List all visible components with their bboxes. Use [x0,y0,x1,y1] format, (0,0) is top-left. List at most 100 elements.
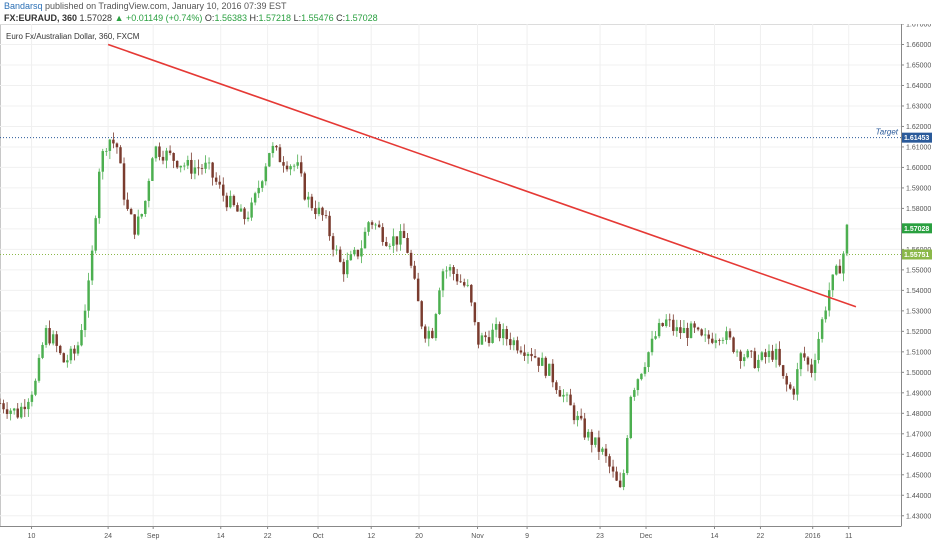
candle-body [328,215,331,237]
time-tick-label: Nov [471,533,484,540]
price-tick-label: 1.55000 [906,267,931,274]
candle-body [448,267,452,271]
candle-body [509,339,512,346]
candle-body [402,231,406,238]
candle-body [473,302,477,323]
time-tick-label: 14 [217,533,225,540]
time-tick-label: Sep [147,533,160,540]
candle-body [204,162,207,169]
candle-body [792,388,796,395]
price-tick-label: 1.53000 [906,308,931,315]
candle-body [824,310,827,320]
time-tick-label: 12 [367,533,375,540]
candle-body [23,406,27,410]
candle-body [395,236,399,245]
publisher-bar: Bandarsq published on TradingView.com, J… [0,0,932,12]
candle-body [778,348,781,366]
candle-body [317,207,321,215]
time-tick-label: 9 [525,533,529,540]
time-tick-label: 10 [28,533,36,540]
candle-body [668,319,671,321]
candle-body [197,167,200,169]
candle-body [299,162,303,174]
candle-body [664,319,668,327]
candle-body [338,249,342,262]
candle-body [356,249,360,257]
candle-body [714,340,718,343]
candle-body [622,473,625,488]
candle-body [239,208,243,212]
candle-body [9,410,12,414]
candle-body [523,352,526,356]
candle-body [725,331,728,340]
candle-body [76,345,80,354]
candle-body [753,351,757,368]
price-tick-label: 1.44000 [906,493,931,500]
author-link[interactable]: Bandarsq [4,1,43,11]
candle-body [413,265,416,279]
candle-body [480,335,484,345]
candle-body [374,224,377,226]
candle-body [647,352,650,368]
candle-body [519,350,523,353]
time-axis[interactable]: 10 24 Sep 14 22 Oct 12 20 Nov 9 23 Dec 14 22 2016 11 [0,526,901,540]
candle-body [640,373,643,380]
candle-body [604,448,608,457]
candle-body [253,193,257,203]
candle-body [119,147,122,164]
candle-body [324,215,328,216]
price-tick-label: 1.65000 [906,62,931,69]
candle-body [44,328,48,345]
candle-body [516,340,519,351]
candle-body [477,322,480,345]
time-tick-label: Dec [640,533,653,540]
price-chart[interactable]: Euro Fx/Australian Dollar, 360, FXCM Tar… [0,24,932,550]
candle-body [565,394,569,396]
trend-line-group[interactable] [107,43,857,308]
price-tick-label: 1.43000 [906,513,931,520]
candle-body [193,167,197,174]
price-tick-label: 1.61000 [906,144,931,151]
candle-body [767,350,771,358]
candle-body [654,336,657,339]
price-tag-label: 1.55751 [904,252,929,259]
price-tick-label: 1.49000 [906,390,931,397]
candle-body [420,301,423,327]
candle-body [370,222,374,225]
candle-body [587,431,590,438]
candle-body [236,205,239,212]
candle-body [289,166,292,170]
candle-body [48,328,51,344]
candle-body [633,390,636,397]
candle-body [416,278,420,302]
candle-body [484,335,487,338]
candle-body [140,213,143,217]
candle-body [537,357,540,366]
candle-body [569,394,572,406]
candles [0,132,849,491]
candle-body [686,327,689,338]
candle-body [750,350,753,352]
candle-body [757,359,760,368]
candle-body [27,401,30,410]
candle-body [282,162,285,166]
open-value: 1.56383 [214,13,247,23]
last-price-tag-bg [902,223,932,234]
candle-body [161,156,165,161]
candle-body [115,143,119,148]
chart-background [0,24,932,550]
candle-body [409,252,413,266]
candle-body [275,145,278,148]
trend-line[interactable] [107,43,857,308]
change-value: ▲ +0.01149 (+0.74%) [114,13,203,23]
candle-body [147,180,151,201]
candle-body [501,329,505,339]
candle-body [831,274,835,291]
candle-body [796,369,799,395]
time-tick-label: 22 [757,533,765,540]
candle-body [37,357,41,381]
candle-body [271,145,275,154]
candle-body [590,431,594,445]
price-tag-label: 1.61453 [904,135,929,142]
candle-body [785,375,788,385]
